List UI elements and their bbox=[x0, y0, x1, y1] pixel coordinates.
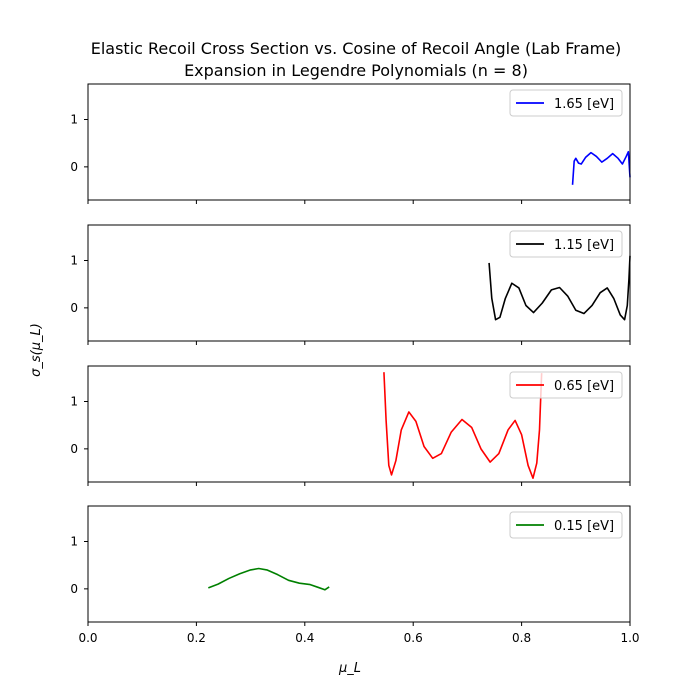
panel-1: 0 1 1.65 [eV] bbox=[70, 83, 631, 204]
legend-label: 1.15 [eV] bbox=[554, 238, 614, 253]
series-line-2 bbox=[488, 255, 631, 321]
y-tick-label: 1 bbox=[70, 535, 78, 549]
panels: 0 1 1.65 [eV] 0 1 1.15 [eV] 0 1 0.65 [eV] 0 1 0.0 0.… bbox=[70, 83, 640, 645]
series-line-3 bbox=[383, 372, 543, 480]
legend-4: 0.15 [eV] bbox=[509, 511, 623, 539]
x-tick-label: 0.0 bbox=[78, 631, 97, 645]
x-tick-label: 0.4 bbox=[295, 631, 314, 645]
legend-label: 0.15 [eV] bbox=[554, 519, 614, 534]
y-tick-label: 1 bbox=[70, 254, 78, 268]
panel-4: 0 1 0.0 0.2 0.4 0.6 0.8 1.0 0.15 [eV] bbox=[70, 505, 640, 645]
y-tick-label: 0 bbox=[70, 442, 78, 456]
y-tick-label: 0 bbox=[70, 160, 78, 174]
x-tick-label: 0.2 bbox=[187, 631, 206, 645]
series-line-1 bbox=[571, 150, 631, 185]
legend-label: 0.65 [eV] bbox=[554, 379, 614, 394]
panel-frame-1 bbox=[87, 83, 631, 201]
y-tick-label: 0 bbox=[70, 582, 78, 596]
panel-frame-3 bbox=[87, 365, 631, 483]
panel-2: 0 1 1.15 [eV] bbox=[70, 224, 631, 345]
y-axis-label: σ_s(μ_L) bbox=[29, 323, 44, 377]
x-tick-label: 0.6 bbox=[404, 631, 423, 645]
legend-box bbox=[509, 89, 623, 117]
y-tick-label: 0 bbox=[70, 301, 78, 315]
x-tick-label: 0.8 bbox=[512, 631, 531, 645]
x-axis-label: μ_L bbox=[338, 661, 361, 676]
y-tick-label: 1 bbox=[70, 395, 78, 409]
legend-2: 1.15 [eV] bbox=[509, 230, 623, 258]
legend-3: 0.65 [eV] bbox=[509, 371, 623, 399]
legend-box bbox=[509, 230, 623, 258]
chart-title-line-2: Expansion in Legendre Polynomials (n = 8… bbox=[184, 61, 528, 80]
chart-title-line-1: Elastic Recoil Cross Section vs. Cosine … bbox=[91, 39, 622, 58]
panel-frame-4 bbox=[87, 505, 631, 623]
series-line-4 bbox=[208, 567, 330, 591]
legend-label: 1.65 [eV] bbox=[554, 97, 614, 112]
y-tick-label: 1 bbox=[70, 113, 78, 127]
x-tick-label: 1.0 bbox=[620, 631, 639, 645]
panel-frame-2 bbox=[87, 224, 631, 342]
legend-1: 1.65 [eV] bbox=[509, 89, 623, 117]
legend-box bbox=[509, 371, 623, 399]
legend-box bbox=[509, 511, 623, 539]
panel-3: 0 1 0.65 [eV] bbox=[70, 365, 631, 486]
